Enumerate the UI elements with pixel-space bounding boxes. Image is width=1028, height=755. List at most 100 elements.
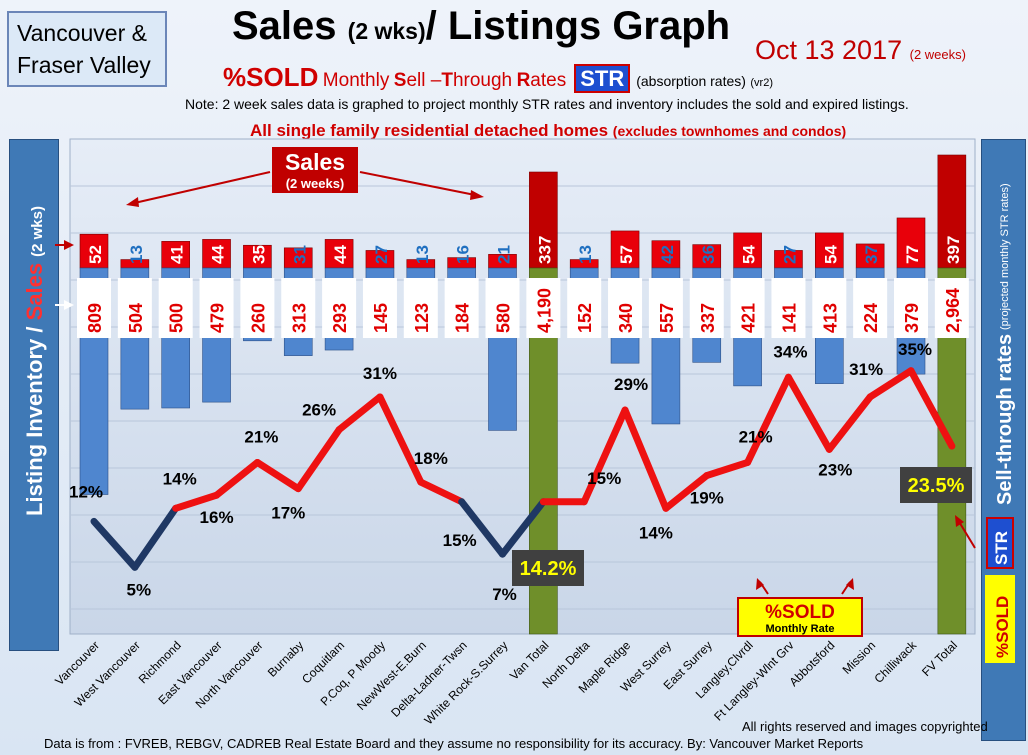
van-total-str-box: [512, 550, 584, 586]
date-text: Oct 13 2017: [755, 35, 903, 65]
title-main: Sales: [232, 4, 337, 48]
str-line-segment: [662, 472, 711, 512]
inventory-value-label: 337: [698, 303, 718, 333]
str-line-segment: [213, 458, 261, 499]
copyright-text: All rights reserved and images copyright…: [742, 719, 988, 734]
str-line-segment: [703, 458, 752, 480]
inventory-value-label: 340: [616, 303, 636, 333]
inventory-value-label: 123: [412, 303, 432, 333]
inventory-label-box: [771, 278, 806, 338]
sales-value-label: 41: [168, 245, 187, 264]
str-line-segment: [499, 498, 547, 558]
x-tick-label: Mission: [840, 638, 879, 677]
str-line-segment: [866, 367, 915, 401]
report-date: Oct 13 2017 (2 weeks): [755, 35, 966, 66]
subtitle: All single family residential detached h…: [250, 121, 846, 141]
inventory-value-label: 4,190: [534, 288, 554, 333]
str-value-label: 5%: [127, 580, 152, 599]
str-tag-box: [986, 517, 1014, 569]
sold-tag-box: [985, 575, 1015, 663]
inventory-label-box: [689, 278, 724, 338]
sales-arrow-right: [359, 171, 481, 197]
inventory-value-label: 500: [167, 303, 187, 333]
fv-total-str-box: [900, 467, 972, 503]
str-line-segment: [458, 498, 506, 558]
sales-value-label: 54: [821, 245, 840, 264]
sales-bar: [855, 243, 885, 269]
str-line-segment: [294, 426, 343, 493]
inventory-label-box: [730, 278, 765, 338]
str-value-label: 29%: [614, 375, 648, 394]
sales-value-label: 16: [454, 245, 473, 264]
str-line-segment: [131, 504, 180, 571]
region-line-2: Fraser Valley: [17, 52, 151, 78]
inventory-value-label: 413: [820, 303, 840, 333]
note-text: Note: 2 week sales data is graphed to pr…: [185, 96, 909, 112]
inventory-value-label: 479: [208, 303, 228, 333]
str-pointer: [957, 519, 976, 549]
left-axis-title: Listing Inventory / Sales(2 wks): [22, 206, 47, 516]
inventory-label-box: [567, 278, 602, 338]
sales-value-label: 13: [576, 245, 595, 264]
str-desc-3: hrough: [452, 70, 513, 91]
inventory-value-label: 504: [126, 303, 146, 333]
inventory-value-label: 421: [739, 303, 759, 333]
sales-value-label: 42: [658, 245, 677, 264]
source-text: Data is from : FVREB, REBGV, CADREB Real…: [44, 736, 864, 751]
str-desc-4: ates: [530, 70, 567, 91]
str-line-layer: 12% 5% 14% 16% 21% 17% 26% 31% 18% 15% 7% 15% 29% 14%…: [69, 340, 956, 604]
str-line-segment: [744, 373, 792, 466]
inventory-label-box: [362, 278, 397, 338]
version-note: (vr2): [750, 77, 773, 89]
str-line-segment: [253, 458, 302, 493]
str-description: %SOLD Monthly Sell –Through Rates STR (abs…: [223, 62, 773, 93]
str-value-label: 15%: [587, 469, 621, 488]
sales-bar: [733, 232, 762, 269]
inventory-label-box: [485, 278, 520, 338]
sales-value-label: 21: [495, 245, 514, 264]
absorption-note: (absorption rates): [636, 73, 746, 89]
str-line-segment: [825, 393, 874, 453]
str-value-label: 23%: [818, 460, 852, 479]
inventory-value-label: 2,964: [943, 288, 963, 333]
sales-value-label: 27: [780, 245, 799, 264]
str-value-label: 17%: [271, 504, 305, 523]
inventory-label-box: [403, 278, 438, 338]
str-value-label: 16%: [200, 508, 234, 527]
sales-value-label: 52: [86, 245, 105, 264]
str-desc-t: T: [441, 70, 453, 91]
x-tick-label: Burnaby: [265, 638, 307, 680]
inventory-value-label: 379: [902, 303, 922, 333]
x-tick-label: Ft Langley-Wlnt Grv: [711, 638, 796, 723]
page-title: Sales (2 wks)/ Listings Graph: [232, 4, 730, 49]
str-value-label: 26%: [302, 401, 336, 420]
str-line-segment: [784, 373, 833, 453]
str-value-label: 12%: [69, 482, 103, 501]
inventory-label-box: [853, 278, 888, 338]
sales-value-label: 77: [903, 245, 922, 264]
inventory-label-box: [240, 278, 275, 338]
sales-pointer-head: [64, 240, 74, 250]
inventory-label-box: [608, 278, 643, 338]
inventory-value-label: 260: [248, 303, 268, 333]
str-desc-2: ell –: [406, 70, 442, 91]
str-line-segment: [907, 367, 956, 450]
sales-callout-label: Sales: [285, 149, 345, 175]
sold-tag: %SOLD: [993, 596, 1012, 658]
region-line-1: Vancouver &: [17, 20, 147, 46]
x-tick-label: Delta-Ladner-Twsn: [388, 638, 470, 720]
badge-arrowhead-right: [846, 578, 854, 590]
str-line-segment: [417, 478, 466, 506]
str-line-segment: [580, 406, 629, 506]
sold-badge-label: %SOLD: [765, 602, 835, 623]
sales-bar: [324, 239, 354, 269]
subtitle-note: (excludes townhomes and condos): [612, 123, 847, 139]
inventory-value-label: 580: [494, 303, 514, 333]
sales-value-label: 13: [413, 245, 432, 264]
inventory-label-box: [199, 278, 234, 338]
title-rest: / Listings Graph: [425, 4, 731, 48]
inventory-value-label: 152: [575, 303, 595, 333]
region-box: Vancouver & Fraser Valley: [7, 11, 167, 87]
